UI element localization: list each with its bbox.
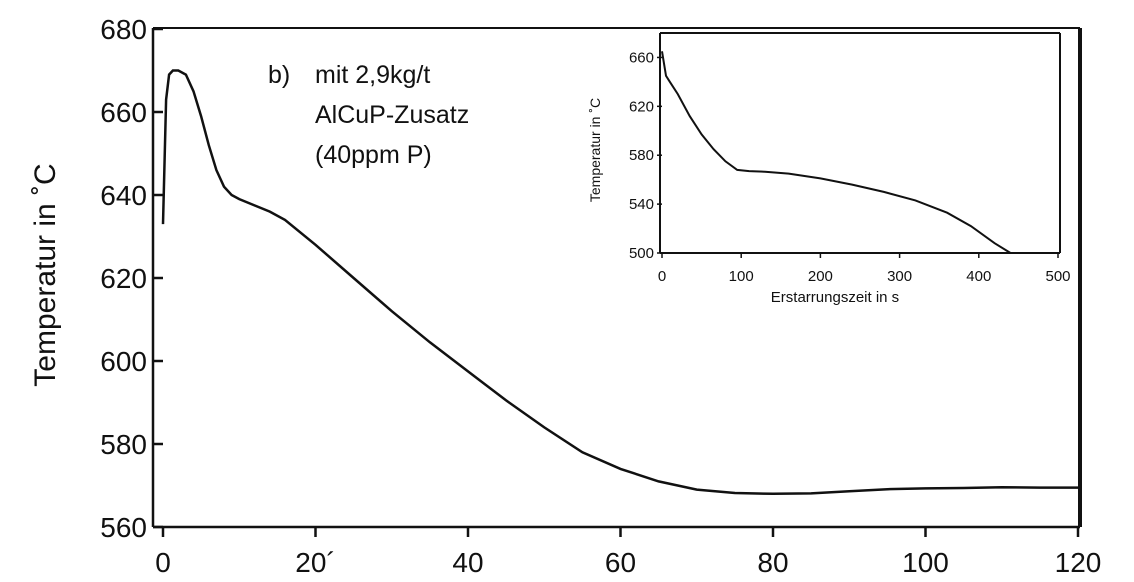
inset-y-tick-label: 660 xyxy=(629,49,654,66)
main-y-tick-label: 620 xyxy=(100,263,147,294)
main-x-tick-label: 40 xyxy=(452,547,483,578)
inset-y-axis-label: Temperatur in ˚C xyxy=(587,98,603,202)
inset-chart: 500 540 580 620 660 0 100 200 300 400 500 Tempera… xyxy=(587,32,1071,306)
inset-y-tick-label: 620 xyxy=(629,98,654,115)
main-y-tick-label: 600 xyxy=(100,346,147,377)
inset-y-tick-label: 500 xyxy=(629,245,654,262)
main-y-tick-label: 660 xyxy=(100,97,147,128)
annotation-line-2: mit 2,9kg/t xyxy=(315,61,430,89)
main-series-line xyxy=(161,69,1078,496)
inset-x-tick-label: 300 xyxy=(887,268,912,285)
main-y-tick-label: 680 xyxy=(100,14,147,45)
annotation-line-1: b) xyxy=(268,61,290,89)
main-x-tick-label: 120 xyxy=(1055,547,1102,578)
main-y-tick-label: 580 xyxy=(100,429,147,460)
main-x-tick-label: 0 xyxy=(155,547,171,578)
main-y-ticks: 560 580 600 620 640 660 680 xyxy=(100,14,163,543)
inset-x-tick-label: 0 xyxy=(658,268,666,285)
inset-x-tick-label: 100 xyxy=(729,268,754,285)
main-y-axis-label: Temperatur in ˚C xyxy=(29,163,62,386)
main-x-tick-label: 80 xyxy=(757,547,788,578)
annotation-line-4: (40ppm P) xyxy=(315,141,432,169)
main-x-tick-label: 20´ xyxy=(295,547,335,578)
main-chart: 560 580 600 620 640 660 680 0 20´ 40 60 80 100 120 T… xyxy=(29,14,1101,578)
inset-x-tick-label: 500 xyxy=(1045,268,1070,285)
inset-y-ticks: 500 540 580 620 660 xyxy=(629,49,662,262)
inset-x-axis-label: Erstarrungszeit in s xyxy=(771,289,899,306)
main-x-tick-label: 60 xyxy=(605,547,636,578)
main-y-tick-label: 560 xyxy=(100,512,147,543)
main-x-tick-label: 100 xyxy=(902,547,949,578)
inset-x-tick-label: 200 xyxy=(808,268,833,285)
main-y-tick-label: 640 xyxy=(100,180,147,211)
inset-x-tick-label: 400 xyxy=(966,268,991,285)
inset-y-tick-label: 580 xyxy=(629,147,654,164)
main-x-ticks: 0 20´ 40 60 80 100 120 xyxy=(155,527,1101,578)
annotation-line-3: AlCuP-Zusatz xyxy=(315,101,469,129)
inset-y-tick-label: 540 xyxy=(629,196,654,213)
inset-series-line xyxy=(661,51,1012,254)
inset-x-ticks: 0 100 200 300 400 500 xyxy=(658,253,1071,285)
inset-background xyxy=(655,32,1060,256)
